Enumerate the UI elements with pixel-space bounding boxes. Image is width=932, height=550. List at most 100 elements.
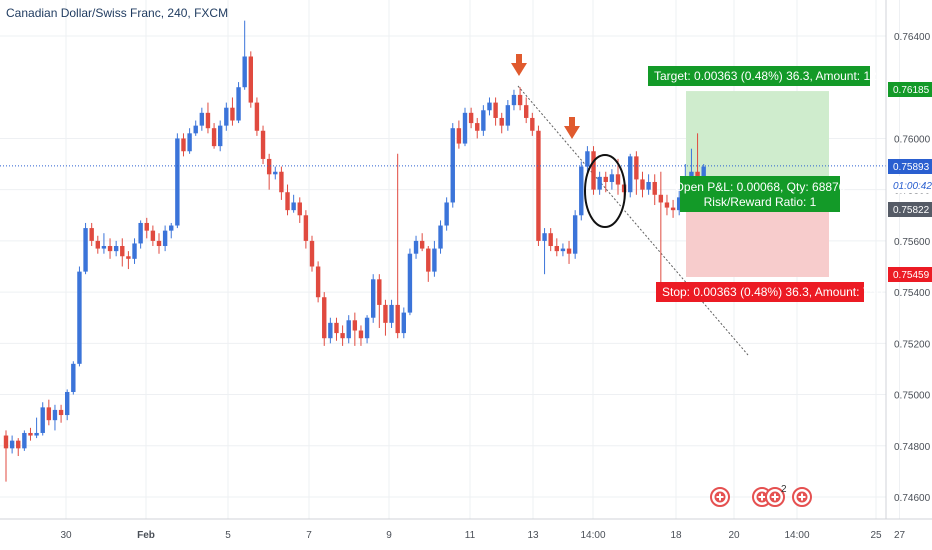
candle	[628, 153, 633, 198]
event-icon[interactable]	[710, 487, 730, 507]
candle	[162, 225, 168, 252]
y-tick-label: 0.74600	[894, 493, 931, 504]
candle	[34, 417, 39, 439]
candle	[487, 97, 492, 116]
candle	[401, 307, 406, 339]
y-tick-label: 0.75200	[894, 339, 931, 350]
candle-body	[677, 197, 682, 211]
candle	[71, 361, 76, 395]
candle-body	[162, 230, 168, 247]
candle	[248, 51, 253, 108]
time-axis[interactable]: 30 Feb 5 7 9 11 13 14:00 18 20 14:00 25 27	[60, 530, 905, 541]
highlight-circle	[584, 154, 626, 228]
pnl-line-2: Risk/Reward Ratio: 1	[704, 195, 817, 209]
candle-body	[9, 440, 15, 449]
stop-price-badge-text: 0.75459	[893, 270, 930, 281]
candle	[597, 171, 602, 195]
annotations	[511, 54, 626, 228]
candle-body	[34, 432, 39, 436]
candle	[113, 240, 119, 257]
current-price-badge: 0.75893	[888, 159, 932, 174]
candle	[419, 233, 425, 252]
candle	[89, 222, 94, 247]
candle-body	[309, 240, 315, 267]
economic-events[interactable]: 2	[710, 484, 812, 507]
event-icon[interactable]	[792, 487, 812, 507]
countdown-badge: 01:00:42	[888, 176, 932, 193]
candle-body	[358, 330, 364, 339]
candle	[346, 315, 351, 344]
candle	[28, 427, 33, 441]
candle	[22, 430, 27, 451]
candle	[205, 102, 211, 134]
candle	[52, 404, 58, 431]
candle-body	[419, 240, 425, 249]
candle	[640, 171, 645, 198]
candle	[695, 133, 700, 180]
candle-body	[113, 246, 119, 252]
candle	[689, 148, 694, 180]
candle-body	[211, 128, 217, 147]
event-group-icon[interactable]: 2	[765, 484, 787, 507]
candle	[493, 97, 498, 126]
candle	[634, 151, 639, 195]
candle-body	[646, 181, 651, 190]
stop-price-badge: 0.75459	[888, 267, 932, 282]
candle-body	[395, 304, 400, 334]
candle-body	[585, 151, 590, 167]
current-price-badge-text: 0.75893	[893, 162, 930, 173]
candle	[658, 171, 664, 285]
candle-body	[181, 138, 186, 152]
candle	[181, 133, 186, 157]
candle	[432, 240, 437, 277]
candle	[395, 153, 400, 339]
candle-body	[566, 248, 572, 254]
candle	[340, 325, 345, 346]
x-tick-label: 25	[870, 530, 882, 541]
candle	[426, 246, 431, 282]
candle	[444, 197, 449, 231]
candle-body	[89, 228, 94, 241]
candle-body	[175, 138, 180, 226]
countdown-text: 01:00:42	[893, 181, 932, 192]
candle	[481, 105, 486, 136]
candle	[315, 261, 321, 303]
candle-body	[205, 112, 211, 129]
candle-body	[285, 192, 290, 211]
candle	[585, 146, 590, 172]
candle-body	[407, 253, 413, 313]
candle	[456, 120, 462, 149]
candle-body	[468, 112, 474, 124]
y-tick-label: 0.76400	[894, 32, 931, 43]
x-tick-label: 5	[225, 530, 231, 541]
trend-line-segment[interactable]	[517, 85, 749, 356]
trend-line[interactable]	[517, 85, 749, 356]
candle-body	[83, 228, 88, 272]
x-tick-label: 14:00	[784, 530, 809, 541]
candle	[309, 235, 315, 272]
entry-price-badge-text: 0.75822	[893, 205, 930, 216]
candle-body	[52, 409, 58, 421]
candle-body	[475, 123, 480, 131]
candle	[377, 274, 382, 328]
candle-body	[444, 202, 449, 226]
candle-body	[536, 130, 541, 241]
candle	[328, 317, 333, 344]
candle	[187, 128, 192, 154]
candle-body	[346, 320, 351, 339]
candle-body	[689, 171, 694, 177]
candle	[291, 194, 296, 213]
candle-body	[352, 320, 358, 331]
candle	[303, 210, 309, 249]
candle	[603, 171, 608, 193]
candle-body	[701, 166, 706, 177]
candle-body	[28, 432, 33, 436]
y-tick-label: 0.75400	[894, 288, 931, 299]
candle	[266, 153, 272, 190]
candle-body	[524, 105, 529, 118]
candle	[150, 225, 156, 247]
candle	[560, 243, 566, 257]
candle	[279, 166, 284, 200]
candle	[211, 123, 217, 149]
